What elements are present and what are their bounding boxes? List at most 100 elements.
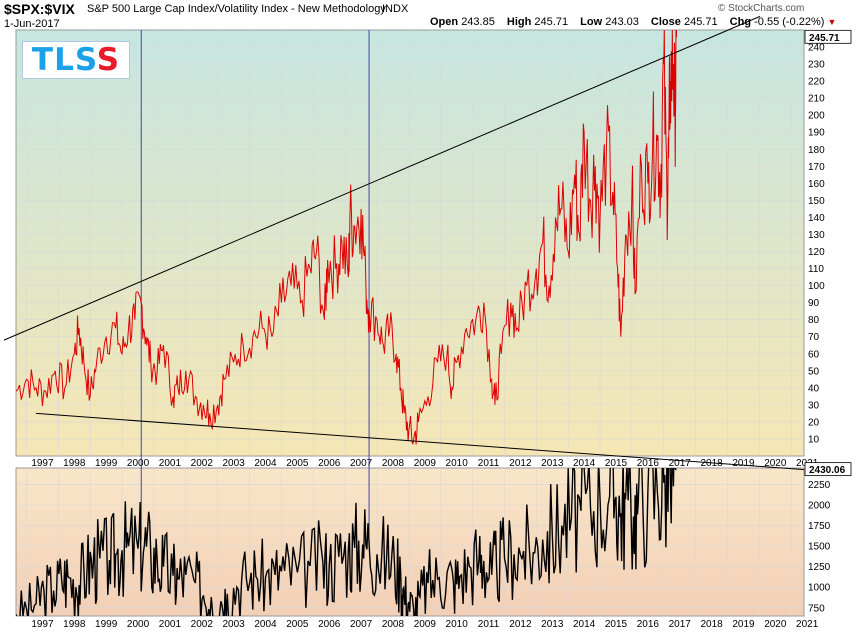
- spx-x-tick-label: 1998: [63, 619, 86, 630]
- ratio-y-tick-label: 190: [808, 128, 825, 139]
- spx-x-tick-label: 2001: [159, 619, 182, 630]
- logo-letter-s-red: S: [96, 42, 121, 78]
- ratio-y-tick-label: 140: [808, 213, 825, 224]
- spx-x-tick-label: 2013: [541, 619, 564, 630]
- high-label: High: [506, 16, 532, 28]
- ratio-x-tick-label: 2000: [127, 458, 150, 469]
- ratio-x-tick-label: 2005: [286, 458, 309, 469]
- spx-x-tick-label: 1997: [31, 619, 54, 630]
- ratio-y-tick-label: 180: [808, 145, 825, 156]
- ratio-y-tick-label: 130: [808, 230, 825, 241]
- ratio-y-tick-label: 40: [808, 383, 820, 394]
- upper-resistance-trendline: [3, 15, 761, 341]
- ratio-x-tick-label: 2006: [318, 458, 341, 469]
- ratio-x-tick-label: 2012: [509, 458, 532, 469]
- ratio-y-tick-label: 230: [808, 60, 825, 71]
- spx-y-tick-label: 750: [808, 603, 825, 614]
- ratio-y-tick-label: 60: [808, 349, 820, 360]
- ratio-x-tick-label: 2014: [573, 458, 596, 469]
- ratio-y-tick-label: 10: [808, 434, 820, 445]
- ratio-x-tick-label: 1999: [95, 458, 118, 469]
- spx-x-tick-label: 2015: [605, 619, 628, 630]
- ratio-y-tick-label: 220: [808, 77, 825, 88]
- spx-y-tick-label: 2250: [808, 480, 831, 491]
- exchange-label: INDX: [382, 3, 409, 15]
- ratio-y-tick-label: 110: [808, 264, 824, 275]
- low-label: Low: [580, 16, 603, 28]
- spx-series: [16, 468, 677, 616]
- spx-x-tick-label: 2003: [223, 619, 246, 630]
- ratio-x-tick-label: 2017: [669, 458, 692, 469]
- close-label: Close: [650, 16, 681, 28]
- spx-x-tick-label: 2010: [446, 619, 469, 630]
- ratio-price-line: [16, 30, 677, 446]
- ratio-y-tick-label: 240: [808, 43, 825, 54]
- spx-last-value-box: [804, 462, 852, 477]
- spx-last-value-text: 2430.06: [809, 465, 846, 476]
- ratio-y-tick-label: 100: [808, 281, 825, 292]
- spx-x-tick-label: 2007: [350, 619, 373, 630]
- spx-x-tick-label: 2017: [669, 619, 692, 630]
- ratio-last-value-box: [804, 29, 852, 44]
- ratio-y-tick-label: 80: [808, 315, 820, 326]
- ratio-x-tick-label: 2019: [732, 458, 755, 469]
- trendlines: [3, 15, 805, 471]
- ratio-series: [16, 30, 677, 446]
- spx-y-tick-label: 2000: [808, 501, 831, 512]
- ratio-x-tick-label: 2018: [700, 458, 723, 469]
- ratio-last-value: 245.71: [804, 29, 852, 44]
- ratio-x-tick-label: 2008: [382, 458, 405, 469]
- high-value: 245.71: [534, 16, 569, 28]
- ratio-y-tick-label: 30: [808, 400, 820, 411]
- ratio-x-tick-label: 2001: [159, 458, 182, 469]
- ratio-panel-bg: [15, 29, 805, 457]
- spx-x-tick-label: 2000: [127, 619, 150, 630]
- ratio-y-tick-label: 70: [808, 332, 820, 343]
- spx-y-tick-label: 1750: [808, 521, 831, 532]
- chg-label: Chg: [729, 16, 752, 28]
- spx-x-tick-label: 2006: [318, 619, 341, 630]
- spx-x-tick-label: 2021: [796, 619, 819, 630]
- spx-x-tick-label: 2012: [509, 619, 532, 630]
- chart-date: 1-Jun-2017: [4, 18, 60, 30]
- spx-x-tick-label: 1999: [95, 619, 118, 630]
- spx-y-tick-label: 1250: [808, 562, 831, 573]
- spx-x-tick-label: 2008: [382, 619, 405, 630]
- open-value: 243.85: [461, 16, 495, 28]
- low-value: 243.03: [605, 16, 639, 28]
- ratio-x-tick-label: 2015: [605, 458, 628, 469]
- ratio-y-tick-label: 200: [808, 111, 825, 122]
- spx-last-value: 2430.06: [804, 462, 852, 477]
- spx-x-tick-label: 2014: [573, 619, 596, 630]
- spx-x-tick-label: 2002: [191, 619, 214, 630]
- spx-x-tick-label: 2018: [700, 619, 723, 630]
- spx-y-tick-label: 1500: [808, 542, 831, 553]
- chart-symbol: $SPX:$VIX: [4, 1, 75, 17]
- ratio-x-tick-label: 2003: [223, 458, 246, 469]
- ratio-x-tick-label: 2013: [541, 458, 564, 469]
- quote-bar: Open 243.85 High 245.71 Low 243.03 Close…: [430, 16, 836, 28]
- chg-value: -0.55 (-0.22%): [754, 16, 825, 28]
- ratio-y-tick-label: 120: [808, 247, 825, 258]
- spx-y-tick-label: 1000: [808, 583, 831, 594]
- ratio-x-tick-label: 2004: [254, 458, 277, 469]
- ratio-x-tick-label: 2010: [446, 458, 469, 469]
- lower-support-trendline: [35, 412, 805, 471]
- close-value: 245.71: [683, 16, 718, 28]
- down-arrow-icon: ▼: [827, 17, 837, 27]
- logo-letter-l: L: [54, 42, 75, 78]
- ratio-x-tick-label: 2002: [191, 458, 214, 469]
- ratio-x-tick-label: 2011: [478, 458, 500, 469]
- spx-x-tick-label: 2011: [478, 619, 500, 630]
- ratio-y-tick-label: 170: [808, 162, 825, 173]
- chart-title: S&P 500 Large Cap Index/Volatility Index…: [87, 3, 386, 15]
- tlss-logo: TLSS: [22, 41, 130, 79]
- ratio-x-tick-label: 2020: [764, 458, 787, 469]
- ratio-x-tick-label: 1997: [31, 458, 54, 469]
- chart-header: $SPX:$VIX S&P 500 Large Cap Index/Volati…: [0, 0, 862, 30]
- logo-letter-t: T: [31, 42, 55, 78]
- ratio-x-tick-label: 2007: [350, 458, 373, 469]
- ratio-y-tick-label: 50: [808, 366, 820, 377]
- ratio-x-tick-label: 2009: [414, 458, 437, 469]
